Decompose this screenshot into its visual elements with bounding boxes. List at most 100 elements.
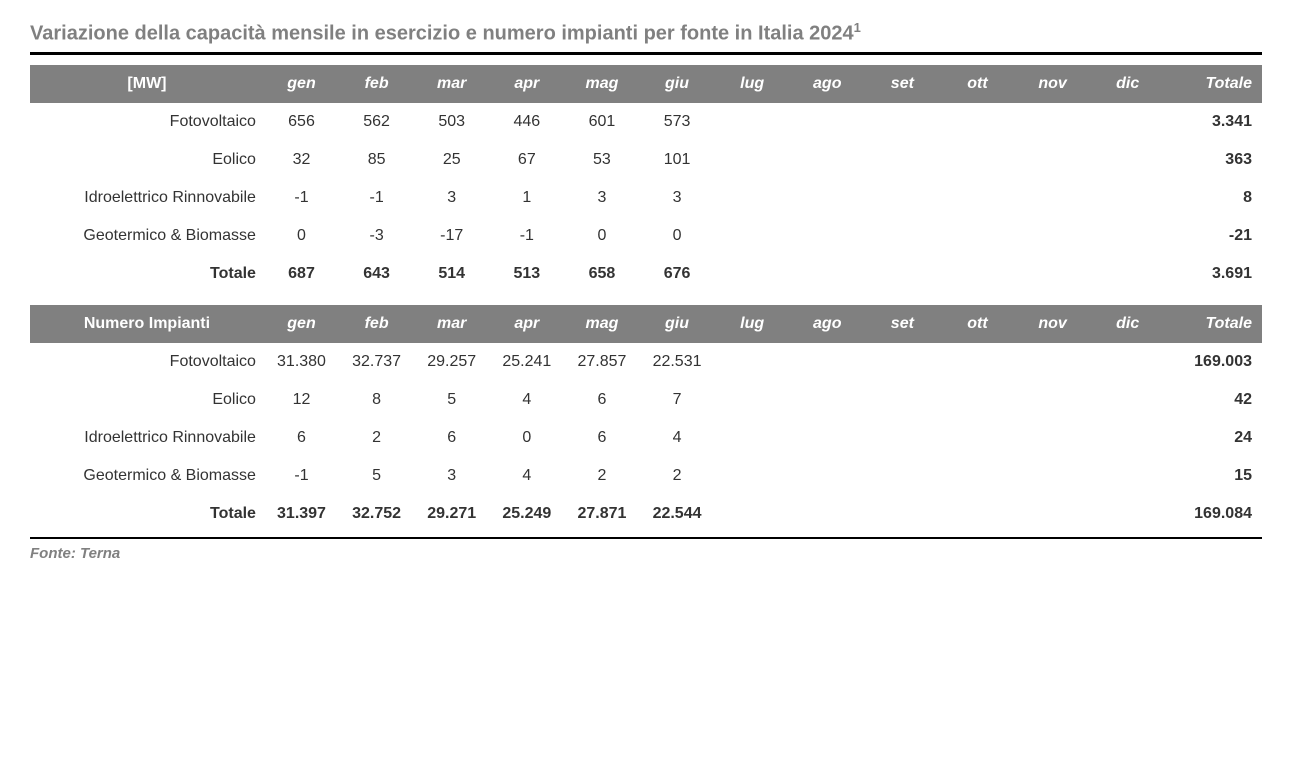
cell-value: 6 — [414, 419, 489, 457]
cell-value — [865, 141, 940, 179]
total-cell-value: 29.271 — [414, 495, 489, 533]
cell-value — [865, 103, 940, 141]
title-sup: 1 — [854, 20, 861, 35]
cell-value: 601 — [564, 103, 639, 141]
cell-value — [940, 103, 1015, 141]
total-cell-value — [790, 495, 865, 533]
month-header: gen — [264, 65, 339, 103]
month-header: mag — [564, 305, 639, 343]
bottom-rule — [30, 537, 1262, 539]
cell-value: -1 — [339, 179, 414, 217]
total-cell-value: 27.871 — [564, 495, 639, 533]
total-cell-value — [790, 255, 865, 293]
cell-value: 6 — [564, 381, 639, 419]
plants-table: Numero Impiantigenfebmaraprmaggiulugagos… — [30, 305, 1262, 533]
cell-value — [790, 141, 865, 179]
total-column-header: Totale — [1165, 65, 1262, 103]
table-row: Eolico128546742 — [30, 381, 1262, 419]
cell-value — [715, 457, 790, 495]
cell-value — [1015, 343, 1090, 381]
table-total-row: Totale6876435145136586763.691 — [30, 255, 1262, 293]
cell-value: 85 — [339, 141, 414, 179]
table-row: Geotermico & Biomasse0-3-17-100-21 — [30, 217, 1262, 255]
total-cell-value — [865, 255, 940, 293]
cell-value — [715, 103, 790, 141]
cell-value: 101 — [639, 141, 714, 179]
table-row: Fotovoltaico31.38032.73729.25725.24127.8… — [30, 343, 1262, 381]
total-cell-value — [1015, 495, 1090, 533]
month-header: mag — [564, 65, 639, 103]
cell-value — [1090, 343, 1165, 381]
cell-value: 7 — [639, 381, 714, 419]
cell-value: 25.241 — [489, 343, 564, 381]
cell-value: -1 — [264, 179, 339, 217]
cell-value — [1015, 419, 1090, 457]
footnote: Fonte: Terna — [30, 545, 1262, 562]
cell-value: 22.531 — [639, 343, 714, 381]
total-column-header: Totale — [1165, 305, 1262, 343]
cell-value — [790, 103, 865, 141]
cell-value: 2 — [339, 419, 414, 457]
month-header: mar — [414, 65, 489, 103]
cell-value — [790, 419, 865, 457]
cell-value — [940, 457, 1015, 495]
table-corner-label: [MW] — [30, 65, 264, 103]
row-label: Fotovoltaico — [30, 103, 264, 141]
cell-value: 503 — [414, 103, 489, 141]
cell-value — [1015, 179, 1090, 217]
cell-value — [865, 381, 940, 419]
cell-value: 0 — [264, 217, 339, 255]
cell-value — [1015, 103, 1090, 141]
cell-value — [715, 217, 790, 255]
total-cell-value: 676 — [639, 255, 714, 293]
table-total-row: Totale31.39732.75229.27125.24927.87122.5… — [30, 495, 1262, 533]
cell-value: 562 — [339, 103, 414, 141]
cell-value: 573 — [639, 103, 714, 141]
cell-value: 3 — [564, 179, 639, 217]
cell-value — [790, 457, 865, 495]
cell-value — [1090, 381, 1165, 419]
cell-value: 446 — [489, 103, 564, 141]
cell-value: 0 — [639, 217, 714, 255]
cell-value — [1090, 103, 1165, 141]
total-cell-value — [865, 495, 940, 533]
cell-value: 27.857 — [564, 343, 639, 381]
month-header: mar — [414, 305, 489, 343]
cell-value — [940, 179, 1015, 217]
table-row: Idroelettrico Rinnovabile-1-131338 — [30, 179, 1262, 217]
cell-value: 2 — [564, 457, 639, 495]
month-header: set — [865, 305, 940, 343]
row-total: -21 — [1165, 217, 1262, 255]
row-label: Eolico — [30, 141, 264, 179]
grand-total: 169.084 — [1165, 495, 1262, 533]
month-header: apr — [489, 65, 564, 103]
cell-value — [715, 419, 790, 457]
cell-value: 3 — [639, 179, 714, 217]
cell-value — [940, 381, 1015, 419]
cell-value — [1015, 141, 1090, 179]
row-total: 42 — [1165, 381, 1262, 419]
total-cell-value: 25.249 — [489, 495, 564, 533]
total-cell-value — [940, 495, 1015, 533]
cell-value: 4 — [489, 381, 564, 419]
capacity-table: [MW]genfebmaraprmaggiulugagosetottnovdic… — [30, 65, 1262, 293]
row-label: Idroelettrico Rinnovabile — [30, 419, 264, 457]
top-rule — [30, 52, 1262, 55]
cell-value: 32 — [264, 141, 339, 179]
row-total: 8 — [1165, 179, 1262, 217]
total-cell-value — [1090, 495, 1165, 533]
cell-value: 1 — [489, 179, 564, 217]
cell-value: 8 — [339, 381, 414, 419]
cell-value: 6 — [564, 419, 639, 457]
cell-value — [865, 419, 940, 457]
table-gap — [30, 293, 1262, 305]
row-label: Eolico — [30, 381, 264, 419]
row-total: 169.003 — [1165, 343, 1262, 381]
month-header: apr — [489, 305, 564, 343]
cell-value: -1 — [489, 217, 564, 255]
cell-value — [1090, 419, 1165, 457]
total-row-label: Totale — [30, 495, 264, 533]
cell-value — [1015, 217, 1090, 255]
month-header: ago — [790, 65, 865, 103]
cell-value — [1090, 217, 1165, 255]
